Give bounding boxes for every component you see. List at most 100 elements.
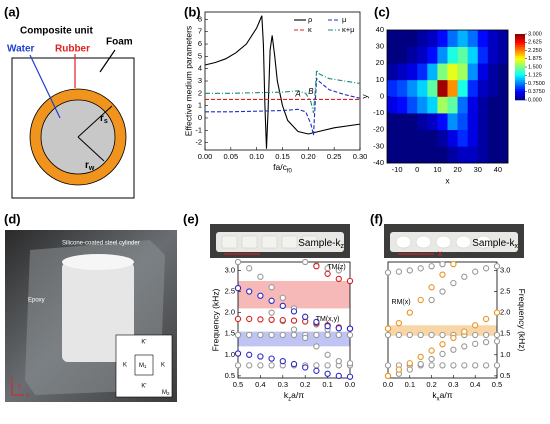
colorbar-step <box>515 71 525 74</box>
heat-cell <box>437 63 448 81</box>
x-label-main: fa/c <box>273 162 287 172</box>
x-axis-label: kxa/π <box>432 390 452 402</box>
marker <box>450 334 457 342</box>
colorbar-step <box>515 38 525 41</box>
colorbar-step <box>515 97 525 101</box>
marker <box>417 360 424 368</box>
marker <box>472 340 479 347</box>
heat-cell <box>447 46 458 64</box>
marker <box>335 275 342 283</box>
x-tick-label: 0.0 <box>345 380 355 389</box>
heat-cell <box>397 63 408 81</box>
colorbar-step <box>515 80 525 83</box>
heat-cell <box>417 63 428 81</box>
x-axis-label: fa/cf0 <box>273 162 292 174</box>
heat-cell <box>497 46 509 64</box>
marker <box>384 269 392 276</box>
radius <box>77 105 113 138</box>
chart: (e)Sample-kz0.5 0.4 0.3 0.2 0.1 0.00.51.01.52… <box>183 211 355 402</box>
heat-cell <box>397 96 408 114</box>
marker <box>439 350 446 358</box>
mass <box>134 354 154 376</box>
heat-cell <box>427 113 438 131</box>
marker <box>439 260 446 268</box>
marker <box>234 315 242 323</box>
annotation: B <box>308 87 314 96</box>
x-label-rest: a/π <box>440 390 453 400</box>
heat-cell <box>437 46 448 64</box>
heat-cell <box>407 146 418 164</box>
heat-cell <box>427 96 438 114</box>
marker <box>439 331 446 339</box>
y-axis-label: Effective medium parameters <box>183 26 193 136</box>
heat-cell <box>447 63 458 81</box>
marker <box>268 316 275 323</box>
marker <box>493 331 501 339</box>
panel-label: (f) <box>370 211 383 226</box>
marker <box>472 322 479 329</box>
marker <box>439 362 446 369</box>
y-tick-label: -10 <box>373 108 384 117</box>
y-tick-label: 2.5 <box>500 287 510 296</box>
heat-cell <box>387 146 398 164</box>
heat-cell <box>417 30 428 47</box>
colorbar-step <box>515 56 525 59</box>
colorbar-step <box>515 95 525 99</box>
spring-label: K' <box>141 340 146 346</box>
marker <box>302 334 309 342</box>
heat-cell <box>477 79 489 97</box>
marker <box>482 362 490 369</box>
heat-cell <box>447 79 458 97</box>
sample-cell <box>261 235 278 249</box>
heat-cell <box>417 46 428 64</box>
rw-main: r <box>85 160 89 171</box>
heat-cell <box>497 129 509 147</box>
heat-cell <box>457 46 468 64</box>
x-tick-label: 0.20 <box>301 152 316 161</box>
marker <box>439 271 446 278</box>
radius <box>77 136 105 162</box>
sample-label: Sample-kz <box>298 238 344 250</box>
marker <box>324 370 331 377</box>
heat-cell <box>407 63 418 81</box>
x-tick-label: 0.1 <box>322 380 332 389</box>
heat-cell <box>417 113 428 131</box>
x-tick-label: 0.15 <box>275 152 290 161</box>
marker <box>472 362 479 369</box>
marker <box>428 263 435 270</box>
y-tick-label: 5 <box>198 51 202 60</box>
heat-cell <box>487 146 499 164</box>
heat-cell <box>487 113 499 131</box>
marker <box>346 373 354 380</box>
colorbar-label: 0.000 <box>528 97 542 103</box>
colorbar-step <box>515 45 525 48</box>
colorbar-step <box>515 64 525 68</box>
colorbar-step <box>515 42 525 46</box>
y-tick-label: -30 <box>373 141 384 150</box>
heat-cell <box>497 96 509 114</box>
heat-cell <box>457 63 468 81</box>
marker <box>346 277 354 285</box>
marker <box>406 366 413 373</box>
colorbar-step <box>515 51 525 55</box>
marker <box>257 292 264 299</box>
arrow <box>29 54 61 119</box>
colorbar-step <box>515 91 525 94</box>
marker <box>290 326 298 333</box>
heat-cell <box>387 113 398 131</box>
rw-sub: w <box>88 165 95 172</box>
sample-cell <box>395 235 412 249</box>
marker <box>493 338 501 345</box>
heat-cell <box>467 30 479 47</box>
x-tick-label: 20 <box>453 165 461 174</box>
y-tick-label: 6 <box>198 39 202 48</box>
y-tick-label: 3.0 <box>500 265 510 274</box>
y-tick-label: 4 <box>198 64 202 73</box>
heat-cell <box>447 146 458 164</box>
heat-cell <box>387 30 398 47</box>
colorbar-step <box>515 75 525 79</box>
marker <box>472 268 479 275</box>
marker <box>268 331 275 339</box>
sample-cell <box>435 235 452 249</box>
mass-label: M1 <box>139 363 147 370</box>
